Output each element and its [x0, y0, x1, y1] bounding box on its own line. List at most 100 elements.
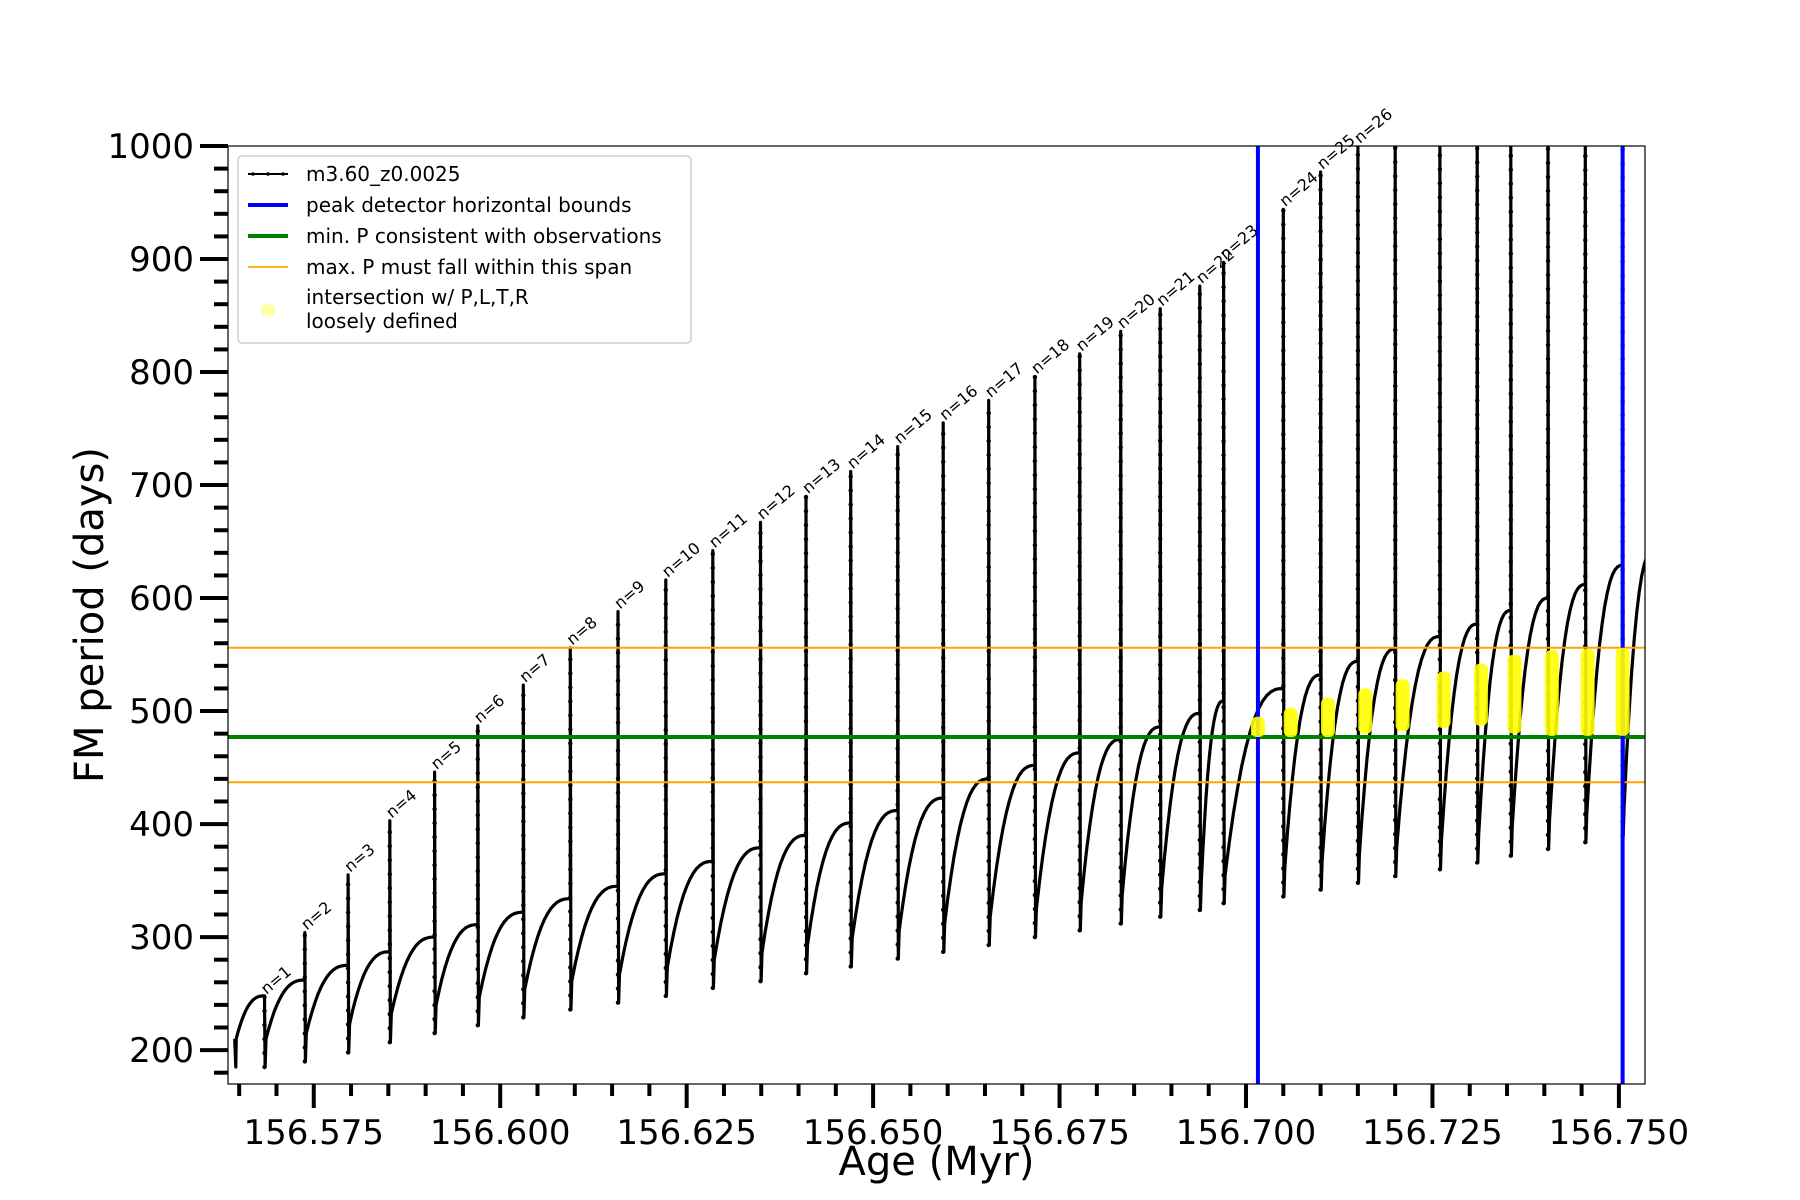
series-point — [941, 585, 946, 590]
x-tick-label: 156.675 — [989, 1113, 1130, 1153]
series-point — [432, 848, 437, 854]
series-point — [1197, 473, 1203, 479]
series-point — [1318, 271, 1323, 276]
series-point — [521, 833, 526, 838]
series-point — [663, 713, 668, 719]
series-point — [663, 657, 668, 663]
series-point — [1281, 586, 1286, 591]
series-point — [1158, 802, 1163, 807]
series-point — [1475, 524, 1480, 529]
series-point — [1118, 753, 1123, 758]
series-point — [1197, 711, 1203, 717]
series-point — [1281, 796, 1286, 801]
legend-label: peak detector horizontal bounds — [306, 193, 632, 217]
y-tick-label: 600 — [129, 579, 194, 619]
series-point — [1355, 642, 1361, 647]
series-point — [710, 845, 715, 851]
series-point — [1475, 832, 1480, 837]
series-point — [1545, 524, 1551, 530]
series-point — [432, 918, 437, 924]
series-point — [1318, 579, 1323, 584]
series-point — [1158, 410, 1163, 415]
series-point — [758, 769, 763, 774]
series-point — [1118, 613, 1123, 618]
x-tick-label: 156.750 — [1549, 1113, 1690, 1153]
series-point — [1032, 430, 1038, 436]
series-point — [262, 1022, 267, 1028]
series-point — [941, 949, 946, 954]
pulse-label-n3: n=3 — [340, 840, 378, 876]
series-point — [1475, 398, 1480, 403]
series-point — [1545, 846, 1551, 852]
series-point — [758, 783, 763, 788]
pulse-label-n8: n=8 — [563, 613, 601, 649]
series-point — [475, 743, 480, 748]
series-point — [1437, 797, 1443, 802]
series-point — [1393, 411, 1398, 417]
series-point — [432, 820, 437, 826]
series-point — [475, 1022, 480, 1028]
pulse-label-n19: n=19 — [1072, 312, 1118, 355]
series-point — [432, 946, 437, 952]
series-point — [1221, 817, 1226, 822]
series-point — [1281, 866, 1286, 871]
series-point — [986, 690, 991, 696]
series-point — [1393, 327, 1398, 333]
series-point — [848, 866, 853, 871]
series-point — [1158, 746, 1163, 751]
series-point — [1158, 718, 1163, 723]
y-tick-label: 300 — [129, 918, 194, 958]
series-point — [521, 819, 526, 824]
series-point — [615, 986, 621, 991]
series-point — [568, 937, 573, 942]
series-point — [710, 593, 715, 599]
series-point — [803, 551, 809, 556]
series-point — [803, 635, 809, 640]
series-point — [432, 876, 437, 882]
series-point — [1318, 523, 1323, 528]
series-point — [1077, 718, 1082, 723]
series-point — [986, 788, 991, 794]
series-point — [803, 663, 809, 668]
series-point — [895, 928, 900, 933]
series-point — [1158, 648, 1163, 653]
series-point — [848, 614, 853, 619]
series-point — [803, 607, 809, 612]
series-point — [1545, 174, 1551, 180]
series-point — [1197, 515, 1203, 521]
series-point — [848, 516, 853, 521]
series-point — [941, 893, 946, 898]
series-point — [895, 788, 900, 793]
series-point — [1475, 412, 1480, 417]
series-point — [1197, 557, 1203, 563]
series-point — [710, 887, 715, 893]
series-point — [1393, 187, 1398, 193]
series-point — [1583, 224, 1588, 229]
series-point — [1545, 314, 1551, 320]
series-point — [1475, 454, 1480, 459]
series-point — [568, 1007, 573, 1012]
legend-label-line: loosely defined — [306, 309, 458, 333]
series-point — [986, 592, 991, 598]
series-point — [1197, 669, 1203, 675]
series-point — [941, 599, 946, 604]
series-point — [848, 712, 853, 717]
series-point — [663, 615, 668, 621]
series-point — [1118, 431, 1123, 436]
series-point — [1355, 264, 1361, 269]
series-point — [758, 937, 763, 942]
series-point — [1032, 766, 1038, 772]
series-point — [803, 845, 809, 850]
series-point — [387, 900, 392, 905]
series-point — [1355, 754, 1361, 759]
series-point — [1281, 782, 1286, 787]
series-point — [1437, 615, 1443, 620]
series-point — [1077, 634, 1082, 639]
pulse-label-n24: n=24 — [1276, 168, 1322, 211]
series-point — [1197, 627, 1203, 633]
series-point — [941, 543, 946, 548]
series-point — [1475, 440, 1480, 445]
series-point — [1393, 257, 1398, 263]
series-point — [432, 792, 437, 798]
x-axis-label: Age (Myr) — [839, 1139, 1035, 1185]
